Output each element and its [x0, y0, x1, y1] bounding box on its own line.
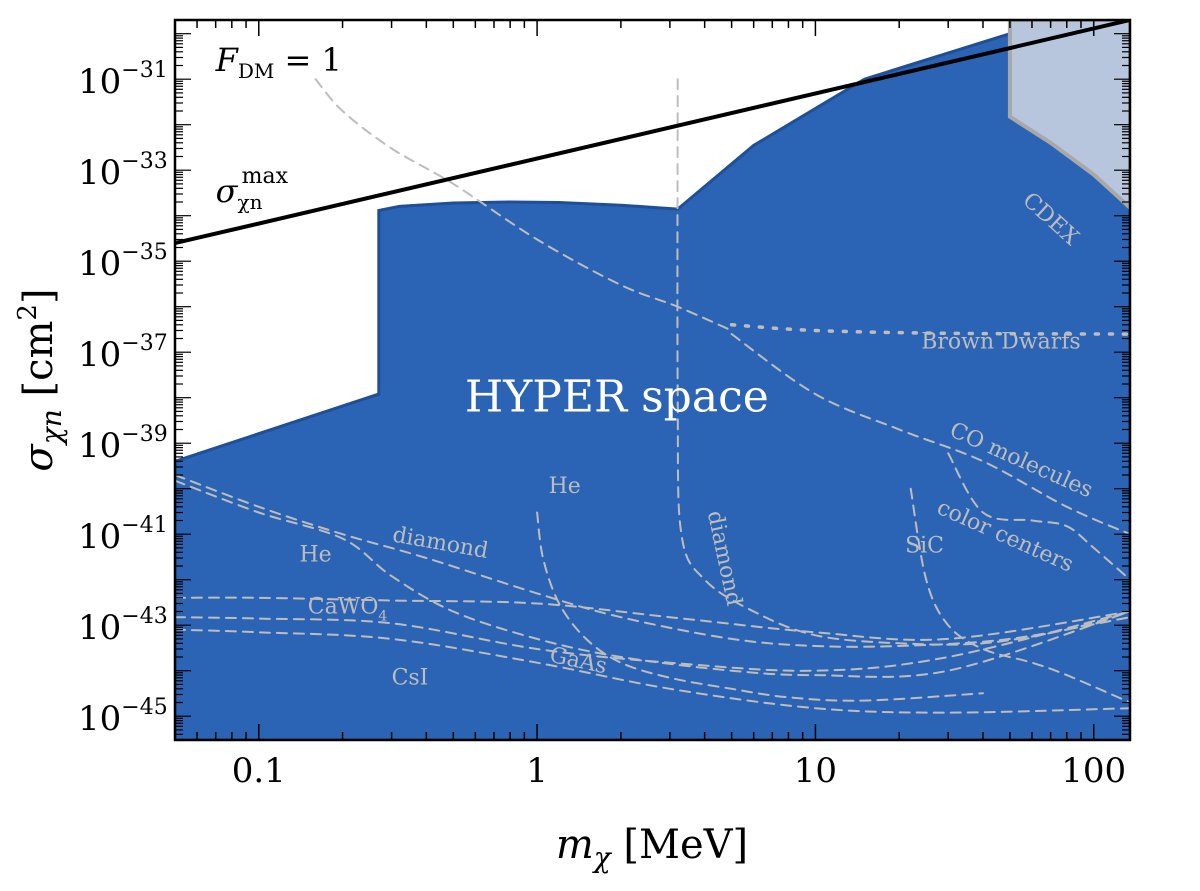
fdm-label: FDM = 1 [215, 41, 342, 83]
projection-brown-dwarfs [729, 323, 1130, 336]
projection-diamond-low-mass [175, 474, 1130, 648]
x-tick-label: 100 [1061, 751, 1126, 791]
axis-labels: 0.1 1 10 100 10−31 10−33 10−35 10−37 10−39 10−41 1… [13, 58, 1126, 874]
y-tick-label: 10−35 [78, 240, 168, 284]
y-tick-label: 10−41 [78, 513, 168, 557]
y-tick-label: 10−45 [78, 695, 168, 739]
projection-he-low-mass [175, 479, 1130, 678]
csi-label: CsI [392, 665, 429, 690]
projection-co-molecules [730, 333, 1130, 536]
hyper-space-label: HYPER space [465, 371, 769, 422]
sigma-max-label: σχnmax [216, 164, 289, 214]
y-tick-label: 10−37 [78, 331, 168, 375]
y-tick-label: 10−43 [78, 604, 168, 648]
projection-gaas [175, 610, 1130, 672]
sic-label: SiC [905, 533, 944, 558]
axis-ticks [174, 19, 1130, 741]
y-tick-label: 10−31 [78, 58, 168, 102]
x-axis-title: mχ [MeV] [556, 822, 748, 874]
projection-sic [909, 487, 1130, 704]
cdex-region [1007, 20, 1130, 211]
x-tick-label: 10 [794, 751, 837, 791]
projection-f-dm-1-brown-dwarfs [314, 78, 733, 332]
plot-frame [173, 18, 1132, 742]
projection-diamond-vertical [676, 78, 1130, 646]
y-tick-label: 10−39 [78, 422, 168, 466]
projection-cawo4 [175, 596, 1130, 641]
projection-csi [175, 628, 1130, 714]
projection-he-high-mass [536, 511, 984, 702]
brown-dwarfs-label: Brown Dwarfs [921, 330, 1080, 355]
projection-color-centers [947, 452, 1130, 581]
y-tick-label: 10−33 [78, 149, 168, 193]
x-tick-label: 0.1 [232, 751, 286, 791]
y-axis-title: σχn [cm2] [13, 288, 68, 471]
sigma-max-line [175, 20, 1130, 246]
he-low-label: He [299, 543, 331, 568]
he-high-label: He [549, 474, 581, 499]
cawo4-label: CaWO4 [308, 595, 388, 625]
x-tick-label: 1 [526, 751, 548, 791]
